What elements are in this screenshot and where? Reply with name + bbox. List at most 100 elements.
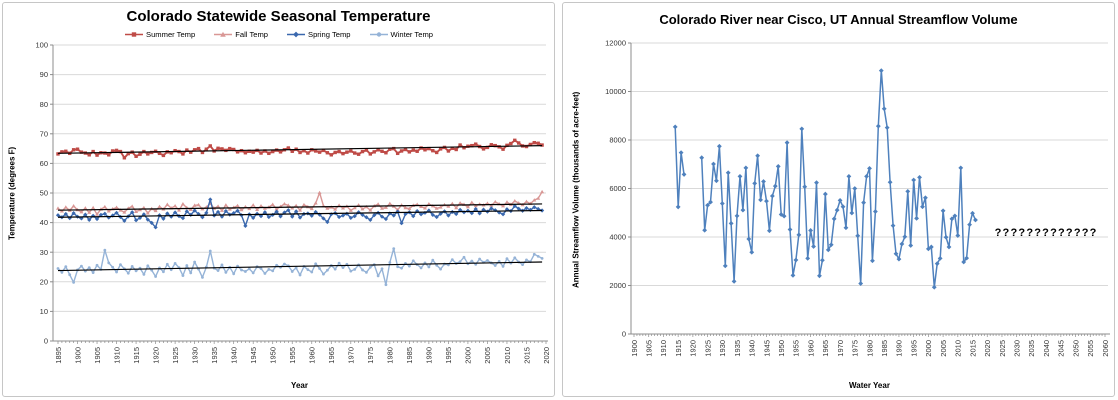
data-point-marker: [781, 213, 787, 219]
data-point-marker: [450, 201, 455, 206]
data-point-marker: [329, 212, 334, 217]
data-point-marker: [489, 143, 494, 147]
data-point-marker: [446, 149, 451, 153]
data-point-marker: [313, 209, 318, 215]
x-tick-label: 2055: [1086, 340, 1095, 357]
data-point-marker: [141, 205, 146, 210]
data-point-marker: [516, 206, 521, 211]
data-point-marker: [251, 271, 255, 275]
data-point-marker: [102, 211, 107, 216]
x-tick-label: 2005: [939, 340, 948, 357]
data-point-marker: [380, 149, 384, 153]
trendline-fall-temp: [57, 203, 543, 211]
data-point-marker: [699, 155, 705, 161]
data-point-marker: [521, 263, 524, 267]
data-point-marker: [55, 213, 61, 218]
data-point-marker: [784, 140, 790, 146]
x-tick-label: 1920: [151, 347, 160, 364]
x-tick-label: 1990: [895, 340, 904, 357]
data-point-marker: [114, 148, 119, 153]
data-point-marker: [208, 249, 212, 253]
data-point-marker: [372, 150, 376, 154]
data-point-marker: [91, 271, 95, 275]
x-tick-label: 1905: [645, 340, 654, 357]
data-point-marker: [769, 193, 775, 199]
data-point-marker: [185, 264, 189, 267]
trendline-summer-temp: [57, 145, 543, 154]
data-point-marker: [470, 143, 474, 148]
data-point-marker: [755, 153, 761, 159]
data-point-marker: [150, 268, 154, 272]
data-point-marker: [318, 267, 321, 270]
data-point-marker: [540, 189, 545, 194]
data-point-marker: [411, 148, 415, 152]
legend-item-summer-temp: Summer Temp: [124, 30, 195, 39]
x-tick-label: 1965: [821, 340, 830, 357]
x-tick-label: 1925: [703, 340, 712, 357]
data-point-marker: [337, 149, 341, 154]
x-tick-label: 1985: [405, 347, 414, 364]
data-point-marker: [387, 201, 392, 206]
data-point-marker: [438, 147, 443, 151]
data-point-marker: [122, 156, 127, 160]
data-point-marker: [384, 151, 388, 155]
data-point-marker: [493, 264, 497, 267]
data-point-marker: [911, 177, 917, 183]
data-point-marker: [454, 205, 459, 210]
data-point-marker: [418, 212, 424, 217]
y-tick-label: 30: [40, 248, 48, 257]
legend-item-winter-temp: Winter Temp: [369, 30, 433, 39]
x-tick-label: 2020: [983, 340, 992, 357]
data-point-marker: [87, 210, 92, 214]
legend-marker-icon: [214, 31, 233, 37]
data-point-marker: [964, 255, 970, 261]
data-point-marker: [340, 213, 346, 218]
data-point-marker: [56, 206, 60, 210]
data-point-marker: [275, 263, 279, 267]
data-point-marker: [899, 241, 905, 247]
data-point-marker: [231, 211, 236, 216]
data-point-marker: [95, 263, 99, 267]
data-point-marker: [115, 270, 118, 274]
streamflow-chart-title: Colorado River near Cisco, UT Annual Str…: [659, 12, 1018, 27]
data-point-marker: [905, 189, 911, 194]
x-tick-label: 1940: [229, 347, 238, 364]
data-point-marker: [298, 273, 302, 277]
data-point-marker: [403, 147, 408, 152]
data-point-marker: [540, 143, 544, 147]
data-point-marker: [790, 272, 796, 278]
y-tick-label: 4000: [609, 233, 626, 242]
data-point-marker: [881, 106, 887, 112]
streamflow-x-axis-title: Water Year: [849, 381, 890, 390]
legend-item-spring-temp: Spring Temp: [286, 30, 351, 39]
data-point-marker: [458, 207, 463, 212]
x-tick-label: 2045: [1057, 340, 1066, 357]
data-point-marker: [263, 272, 267, 275]
data-point-marker: [973, 217, 978, 223]
data-point-marker: [961, 259, 967, 265]
x-tick-label: 2015: [968, 340, 977, 357]
data-point-marker: [427, 146, 431, 151]
data-point-marker: [341, 151, 345, 156]
data-point-marker: [94, 216, 100, 222]
y-tick-label: 40: [40, 218, 48, 227]
data-point-marker: [422, 206, 427, 210]
data-point-marker: [122, 210, 127, 214]
data-point-marker: [201, 275, 204, 279]
data-point-marker: [313, 201, 318, 205]
data-point-marker: [325, 268, 329, 272]
data-point-marker: [761, 179, 766, 184]
data-point-marker: [193, 260, 197, 264]
data-point-marker: [855, 233, 861, 239]
data-point-marker: [317, 150, 322, 154]
data-point-marker: [165, 202, 170, 206]
data-point-marker: [71, 204, 76, 208]
data-point-marker: [485, 201, 490, 205]
data-point-marker: [325, 151, 330, 155]
data-point-marker: [415, 208, 420, 214]
data-point-marker: [341, 266, 345, 269]
data-point-marker: [532, 140, 536, 145]
data-point-marker: [220, 147, 224, 151]
data-point-marker: [313, 149, 318, 153]
data-point-marker: [223, 203, 228, 207]
